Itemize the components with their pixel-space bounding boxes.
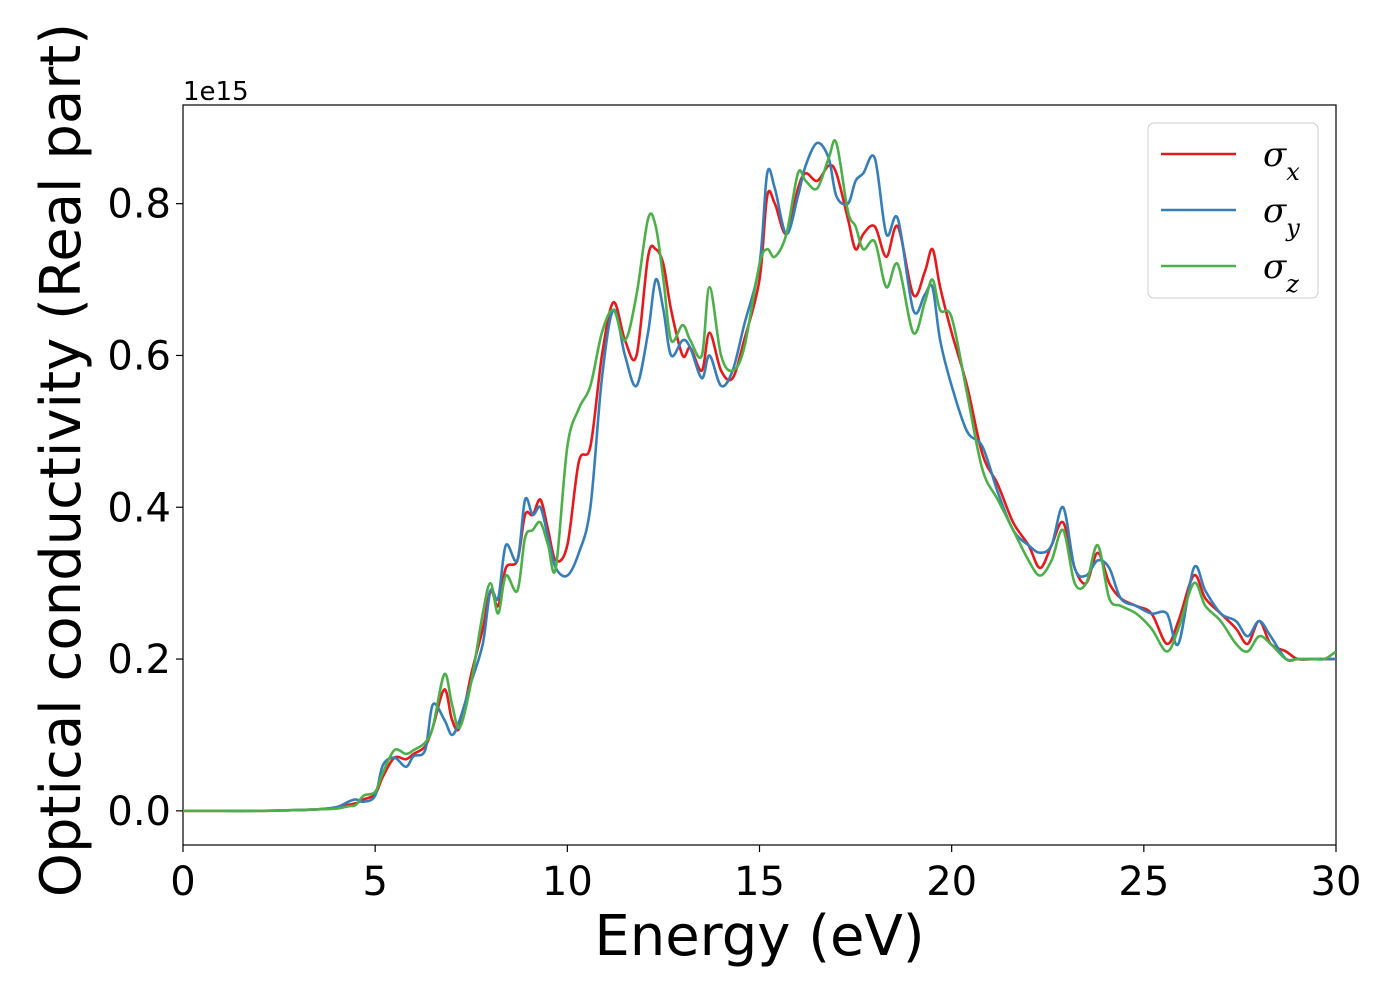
x-tick-label: 5 [362, 859, 387, 905]
x-tick-label: 20 [926, 859, 977, 905]
legend-label-1: σx [1263, 135, 1300, 186]
y-tick-label: 0.0 [107, 789, 171, 835]
legend-label-2: σy [1263, 191, 1300, 242]
x-tick-label: 0 [170, 859, 195, 905]
series-layer [183, 139, 1336, 813]
series-line-3 [183, 139, 1336, 813]
x-tick-label: 15 [734, 859, 785, 905]
y-tick-label: 0.4 [107, 485, 171, 531]
x-tick-label: 30 [1311, 859, 1362, 905]
x-axis-label: Energy (eV) [594, 904, 924, 969]
y-tick-label: 0.6 [107, 333, 171, 379]
y-offset-text: 1e15 [183, 77, 249, 107]
legend-label-3: σz [1263, 247, 1299, 298]
y-tick-label: 0.2 [107, 637, 171, 683]
x-tick-label: 10 [542, 859, 593, 905]
y-axis-ticks: 0.0 0.2 0.4 0.6 0.8 [107, 182, 183, 835]
x-axis-ticks: 0 5 10 15 20 25 30 [170, 845, 1361, 905]
y-tick-label: 0.8 [107, 182, 171, 228]
x-tick-label: 25 [1118, 859, 1169, 905]
y-axis-label: Optical conductivity (Real part) [29, 23, 94, 897]
